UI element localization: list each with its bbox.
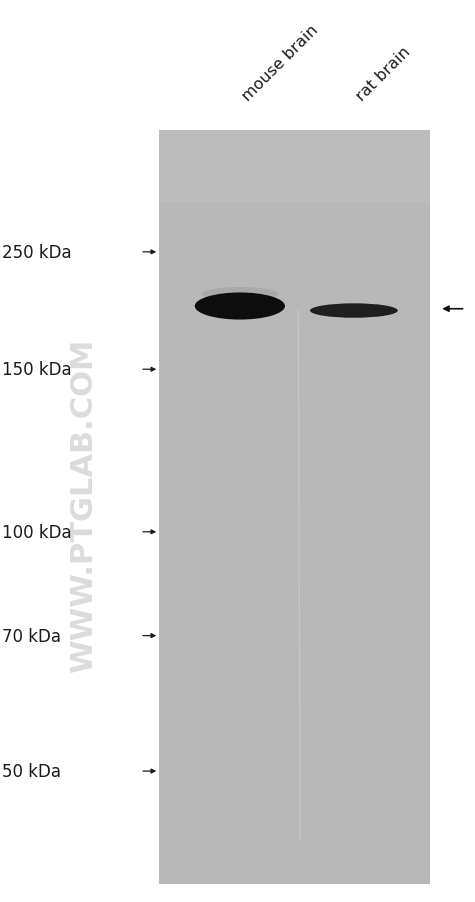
Text: 100 kDa: 100 kDa <box>2 523 72 541</box>
Ellipse shape <box>310 304 398 318</box>
Text: 70 kDa: 70 kDa <box>2 627 61 645</box>
Ellipse shape <box>195 293 285 320</box>
Text: WWW.PTGLAB.COM: WWW.PTGLAB.COM <box>68 338 98 672</box>
Text: 250 kDa: 250 kDa <box>2 244 72 262</box>
Ellipse shape <box>201 288 278 301</box>
Bar <box>159 131 430 884</box>
Text: 150 kDa: 150 kDa <box>2 361 72 379</box>
Text: 50 kDa: 50 kDa <box>2 762 61 780</box>
Text: mouse brain: mouse brain <box>240 23 322 104</box>
Text: rat brain: rat brain <box>354 44 414 104</box>
Bar <box>159 131 430 203</box>
